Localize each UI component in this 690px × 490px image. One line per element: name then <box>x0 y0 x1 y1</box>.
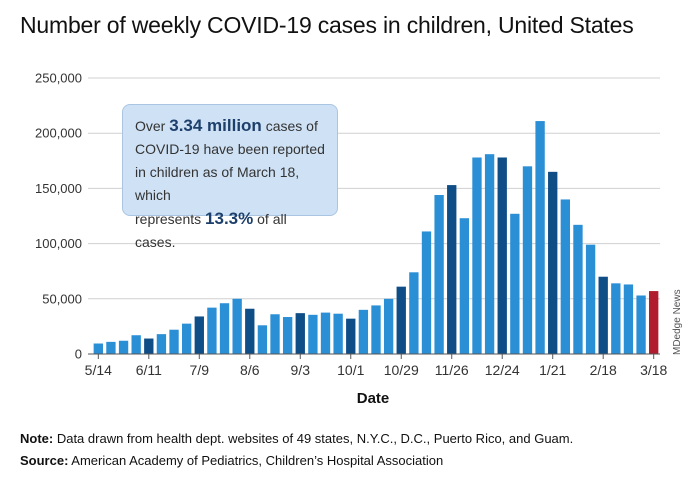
source-line: Source: American Academy of Pediatrics, … <box>20 450 573 472</box>
x-tick-label: 7/9 <box>190 362 210 378</box>
bar <box>585 244 596 354</box>
bar <box>257 325 268 354</box>
x-tick-label: 12/24 <box>485 362 520 378</box>
bar <box>207 307 217 354</box>
bar <box>118 340 129 354</box>
x-tick-label: 9/3 <box>291 362 311 378</box>
footnotes: Note: Data drawn from health dept. websi… <box>20 428 573 472</box>
bar <box>245 308 255 354</box>
bars <box>93 121 659 354</box>
callout-highlight-total: 3.34 million <box>169 116 262 135</box>
x-tick-label: 3/18 <box>640 362 667 378</box>
bar <box>346 318 356 354</box>
bar <box>320 312 331 354</box>
watermark: MDedge News <box>672 289 683 355</box>
y-tick-label: 0 <box>75 347 82 362</box>
callout-line-1: Over 3.34 million cases of <box>135 114 327 138</box>
x-tick-label: 6/11 <box>136 362 162 378</box>
bar <box>169 329 179 354</box>
bar <box>409 272 419 354</box>
bar <box>396 286 406 354</box>
callout-post4: of all cases. <box>135 211 287 250</box>
source-text: American Academy of Pediatrics, Children… <box>68 453 444 468</box>
bar <box>232 298 242 354</box>
bar <box>623 284 634 354</box>
bar <box>93 343 103 354</box>
chart-title: Number of weekly COVID-19 cases in child… <box>20 12 634 38</box>
bar <box>421 231 432 354</box>
callout-line-4: represents 13.3% of all cases. <box>135 207 327 254</box>
bar <box>472 157 482 354</box>
bar <box>295 313 305 354</box>
y-tick-label: 50,000 <box>42 291 82 306</box>
source-label: Source: <box>20 453 69 468</box>
note-label: Note: <box>20 431 54 446</box>
bar <box>383 298 394 354</box>
x-tick-label: 2/18 <box>590 362 617 378</box>
bar <box>649 291 659 354</box>
callout-line-3: in children as of March 18, which <box>135 164 300 203</box>
bar <box>219 303 230 354</box>
y-tick-label: 150,000 <box>35 181 82 196</box>
note-text: Data drawn from health dept. websites of… <box>53 431 574 446</box>
note-line: Note: Data drawn from health dept. websi… <box>20 428 573 450</box>
bar <box>194 316 204 354</box>
y-tick-label: 250,000 <box>35 71 82 86</box>
x-axis-tick-labels: 5/14 6/11 7/9 8/6 9/3 10/1 10/29 11/26 12/24 1/21… <box>85 354 668 378</box>
bar <box>510 213 520 354</box>
callout-pre4: represents <box>135 211 206 227</box>
bar <box>270 314 280 354</box>
bar <box>598 276 608 354</box>
bar <box>548 171 558 354</box>
bar <box>333 313 343 354</box>
x-tick-label: 8/6 <box>240 362 260 378</box>
callout-box: Over 3.34 million cases of COVID-19 have… <box>122 104 338 250</box>
callout-line-2: COVID-19 have been reported <box>135 141 325 157</box>
y-axis-tick-labels: 0 50,000 100,000 150,000 200,000 250,000 <box>35 71 82 362</box>
bar <box>560 199 570 354</box>
x-axis-label: Date <box>357 390 390 407</box>
x-tick-label: 5/14 <box>85 362 112 378</box>
callout-highlight-percent: 13.3% <box>205 209 254 228</box>
bar <box>447 185 457 354</box>
callout-mid: cases of <box>261 118 318 134</box>
x-tick-label: 1/21 <box>539 362 566 378</box>
x-tick-label: 10/29 <box>384 362 419 378</box>
bar <box>611 283 621 354</box>
y-tick-label: 200,000 <box>35 126 82 141</box>
bar <box>156 334 167 354</box>
bar <box>144 338 154 354</box>
bar <box>522 166 533 354</box>
bar <box>484 154 495 354</box>
bar <box>434 195 444 354</box>
bar <box>497 157 507 354</box>
bar <box>636 295 646 354</box>
bar <box>573 224 583 354</box>
x-tick-label: 11/26 <box>435 362 469 378</box>
bar <box>308 314 318 354</box>
bar <box>106 341 116 354</box>
callout-pre: Over <box>135 118 170 134</box>
bar <box>459 218 470 354</box>
bar <box>282 317 293 354</box>
bar <box>182 323 192 354</box>
x-tick-label: 10/1 <box>337 362 364 378</box>
bar <box>535 121 545 354</box>
bar <box>371 305 381 354</box>
y-tick-label: 100,000 <box>35 236 82 251</box>
bar <box>358 309 369 354</box>
bar <box>131 335 141 354</box>
